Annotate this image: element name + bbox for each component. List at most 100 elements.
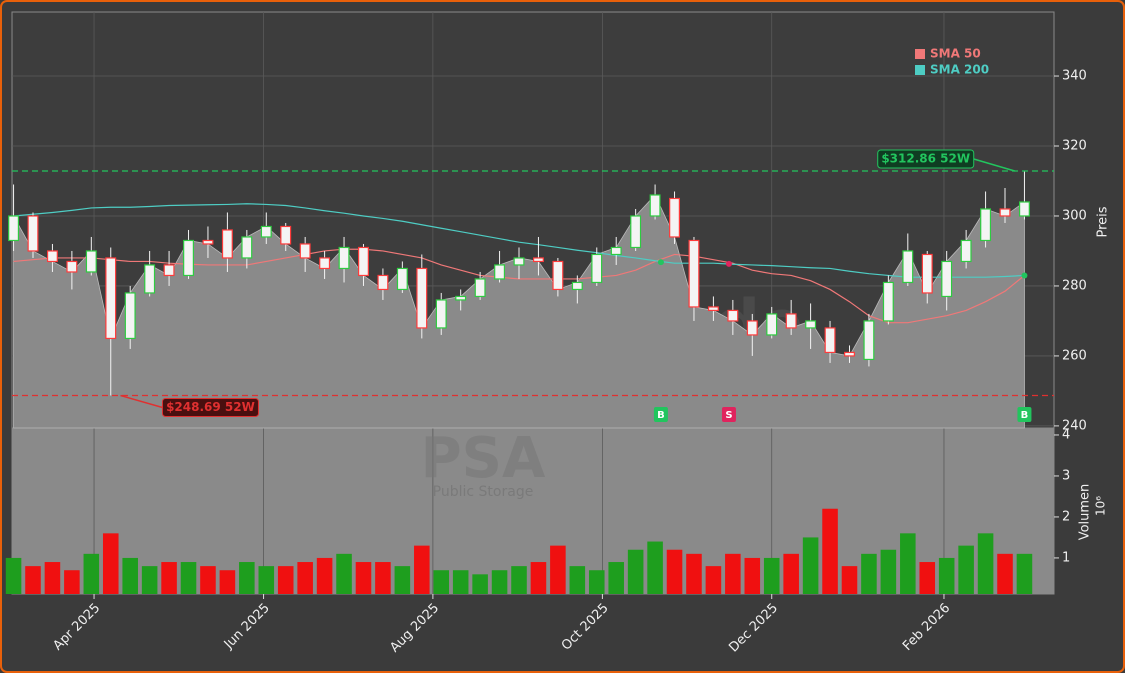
volume-bar — [938, 557, 955, 594]
volume-bar — [666, 549, 683, 594]
candle-body — [980, 208, 992, 242]
volume-bar — [822, 508, 838, 594]
candle-body — [494, 264, 506, 280]
candle-body — [183, 239, 194, 277]
volume-bar — [977, 533, 994, 594]
volume-bar — [5, 557, 22, 594]
candle-body — [824, 327, 836, 354]
candle-body — [163, 264, 175, 277]
candle-body — [805, 320, 817, 329]
volume-bar — [141, 566, 158, 594]
candle-body — [280, 225, 292, 245]
y-tick-label: 280 — [1062, 278, 1087, 293]
volume-bar — [1016, 553, 1033, 594]
candle-body — [221, 229, 233, 259]
candle-body — [27, 215, 39, 252]
candle-body — [669, 197, 680, 238]
candle-body — [882, 281, 894, 322]
candle-body — [532, 257, 544, 263]
sma-line — [13, 248, 1025, 324]
y-tick-label: 240 — [1062, 418, 1087, 433]
legend-swatch — [915, 49, 925, 59]
volume-bar — [900, 533, 916, 594]
signal-badge — [1017, 407, 1032, 422]
signal-badge — [721, 407, 736, 422]
candle-body — [144, 264, 156, 294]
candle-body — [610, 246, 622, 256]
candle-body — [377, 274, 389, 291]
y-tick-label: 300 — [1062, 208, 1087, 223]
annotation-label: $312.86 52W — [881, 151, 970, 165]
volume-bar — [511, 566, 527, 594]
volume-bar — [919, 562, 936, 594]
volume-bar — [452, 570, 469, 594]
volume-bar — [200, 566, 216, 594]
candle-body — [688, 239, 700, 308]
y-tick-label: 2 — [1062, 509, 1070, 524]
candle-body — [1018, 201, 1030, 217]
volume-bar — [433, 570, 450, 594]
candle-body — [241, 236, 253, 259]
volume-bar — [880, 549, 897, 594]
y-tick-label: 1 — [1062, 550, 1070, 565]
y-tick-label: 3 — [1062, 468, 1070, 483]
annotation-box — [877, 149, 975, 169]
candle-body — [338, 246, 350, 270]
y-tick-label: 340 — [1062, 69, 1087, 84]
volume-bar — [258, 566, 275, 594]
candle-body — [416, 267, 428, 329]
volume-bar — [725, 553, 741, 594]
candle-body — [630, 215, 642, 249]
volume-bar — [647, 541, 663, 594]
sma-line — [13, 203, 1025, 278]
candle-body — [474, 278, 486, 298]
y-tick-label: 4 — [1062, 427, 1070, 442]
candle-body — [960, 239, 972, 263]
signal-dot — [657, 259, 664, 266]
candle-body — [941, 260, 953, 298]
volume-bar — [841, 566, 858, 594]
signal-dot — [725, 260, 732, 267]
annotation-label: $248.69 52W — [166, 400, 255, 414]
candle-body — [863, 320, 875, 361]
volume-bar — [316, 557, 333, 594]
volume-bar — [25, 566, 41, 594]
candle-body — [571, 281, 583, 291]
candle-body — [707, 306, 719, 312]
candle-body — [46, 250, 58, 263]
signal-label: S — [725, 410, 732, 421]
volume-bar — [122, 557, 138, 594]
y-tick-label: 260 — [1062, 348, 1087, 363]
legend-swatch — [915, 65, 925, 75]
y-tick-label: 320 — [1062, 139, 1087, 154]
legend-label: SMA 200 — [930, 63, 989, 77]
candle-body — [766, 313, 778, 336]
candle-body — [844, 351, 855, 357]
candle-body — [105, 257, 117, 340]
volume-bar — [394, 566, 411, 594]
candle-body — [591, 253, 603, 284]
volume-bar — [763, 557, 780, 594]
signal-badge — [653, 407, 668, 422]
candle-body — [319, 257, 331, 270]
volume-bar — [64, 570, 80, 594]
volume-bar — [180, 562, 197, 594]
volume-bar — [375, 562, 391, 594]
y-axis-label: Preis — [1096, 206, 1111, 237]
volume-bar — [861, 553, 877, 594]
volume-bar — [530, 562, 547, 594]
volume-bar — [958, 545, 974, 594]
candle-body — [902, 250, 914, 284]
volume-bar — [686, 553, 702, 594]
annotation-arrow — [120, 394, 163, 409]
candle-body — [85, 250, 97, 273]
candle-body — [260, 225, 272, 238]
volume-bar — [336, 553, 352, 594]
volume-bar — [239, 562, 255, 594]
candle-body — [727, 309, 739, 322]
candle-body — [435, 299, 447, 329]
candle-body — [299, 243, 311, 259]
candle-body — [455, 295, 467, 301]
